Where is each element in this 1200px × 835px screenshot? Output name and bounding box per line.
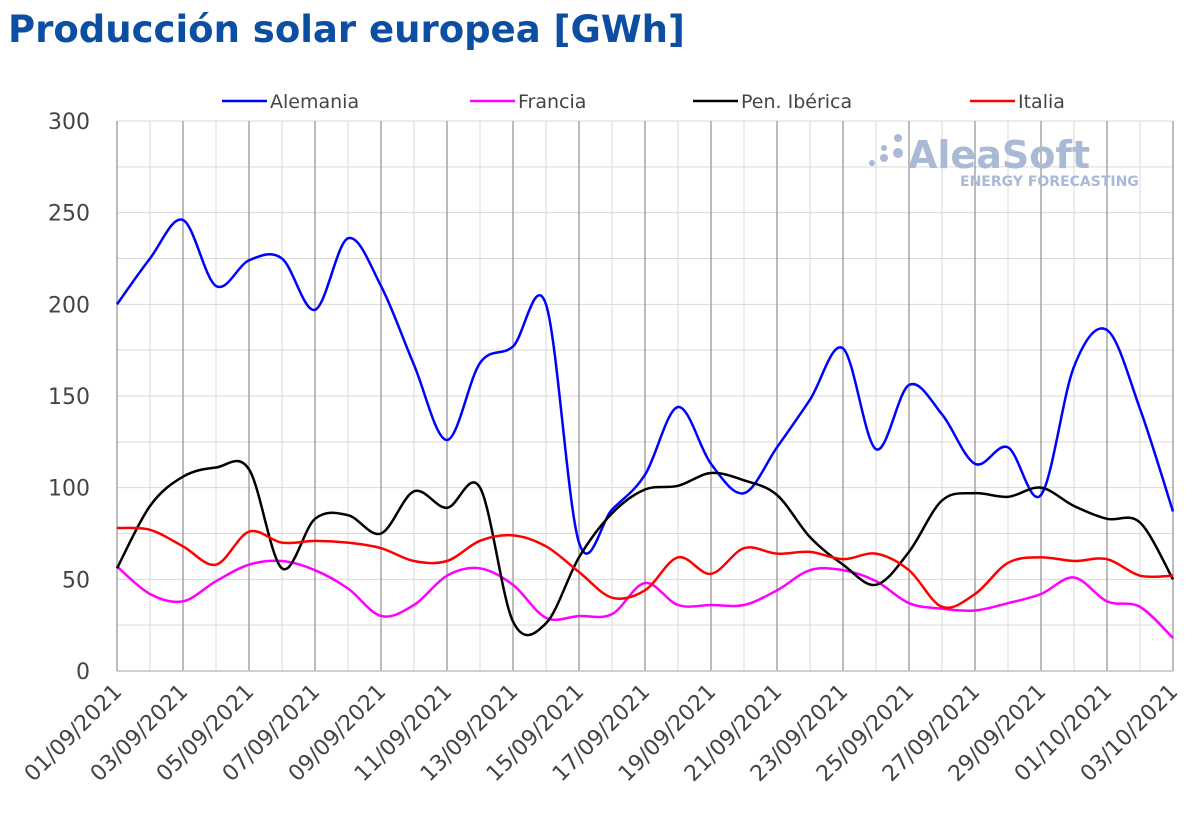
y-tick-label: 200	[48, 293, 90, 318]
y-tick-label: 50	[62, 568, 90, 593]
legend-label-francia: Francia	[518, 91, 586, 113]
y-tick-label: 100	[48, 477, 90, 502]
y-tick-label: 0	[76, 660, 90, 685]
legend-label-italia: Italia	[1018, 91, 1065, 113]
legend-label-alemania: Alemania	[270, 91, 359, 113]
series-line-pen-ib-rica	[115, 459, 1175, 637]
svg-text:ENERGY FORECASTING: ENERGY FORECASTING	[960, 174, 1139, 190]
svg-text:AleaSoft: AleaSoft	[908, 133, 1090, 177]
legend-label-pen-ib-rica: Pen. Ibérica	[741, 91, 852, 113]
chart-title: Producción solar europea [GWh]	[8, 8, 685, 51]
y-tick-label: 150	[48, 385, 90, 410]
series-line-italia	[116, 526, 1174, 609]
y-tick-label: 250	[48, 202, 90, 227]
series-line-alemania	[115, 218, 1175, 555]
y-tick-label: 300	[48, 110, 90, 135]
